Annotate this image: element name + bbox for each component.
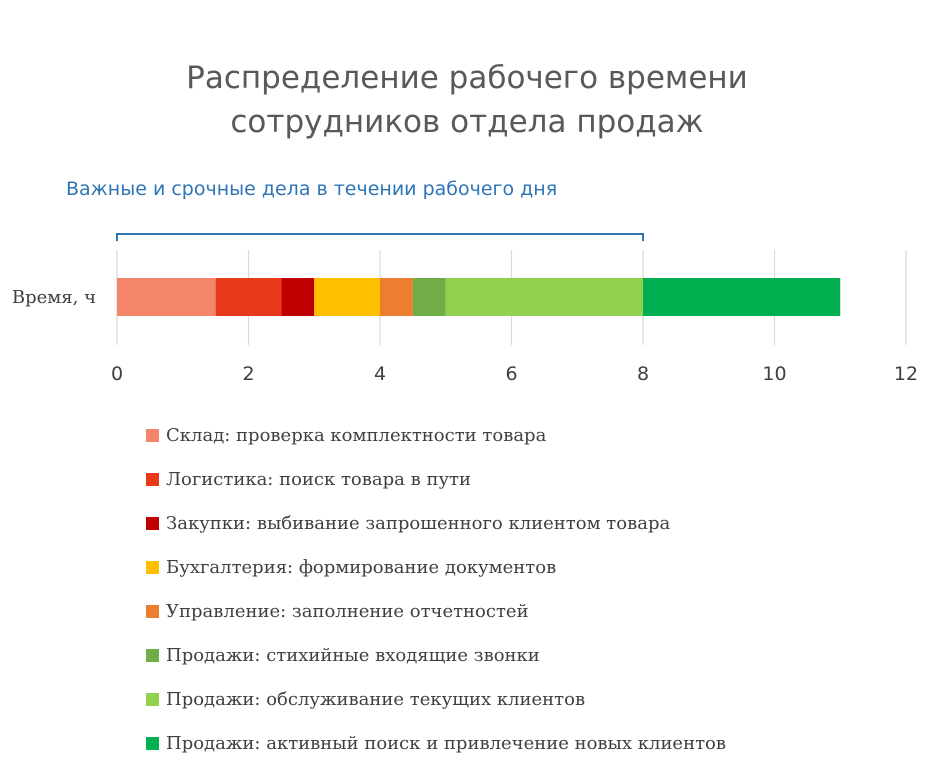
x-tick-label: 4	[374, 363, 386, 385]
bar-segment-4	[314, 278, 380, 316]
legend-item: Логистика: поиск товара в пути	[146, 468, 726, 490]
bar-segment-6	[412, 278, 446, 316]
x-tick-label: 12	[894, 363, 918, 385]
annotation-label: Важные и срочные дела в течении рабочего…	[66, 178, 558, 200]
bar-segment-7	[445, 278, 643, 316]
legend-label: Бухгалтерия: формирование документов	[166, 556, 557, 578]
legend-item: Продажи: активный поиск и привлечение но…	[146, 732, 726, 754]
legend-label: Продажи: стихийные входящие звонки	[166, 644, 540, 666]
legend-swatch	[146, 560, 159, 574]
legend-item: Бухгалтерия: формирование документов	[146, 556, 726, 578]
chart-title-line-2: сотрудников отдела продаж	[230, 104, 704, 140]
legend-swatch	[146, 428, 159, 442]
annotation-bracket	[116, 233, 644, 241]
legend-label: Закупки: выбивание запрошенного клиентом…	[166, 512, 671, 534]
chart-title: Распределение рабочего времени сотрудник…	[0, 56, 934, 144]
x-tick-label: 8	[637, 363, 649, 385]
bar-segment-2	[215, 278, 282, 316]
legend-swatch	[146, 516, 159, 530]
legend-item: Склад: проверка комплектности товара	[146, 424, 726, 446]
legend-item: Управление: заполнение отчетностей	[146, 600, 726, 622]
x-tick-label: 10	[762, 363, 786, 385]
bar-segment-8	[643, 278, 841, 316]
legend-swatch	[146, 604, 159, 618]
chart-title-line-1: Распределение рабочего времени	[186, 60, 748, 96]
bar-segment-3	[281, 278, 315, 316]
bar-segment-1	[117, 278, 216, 316]
x-tick-label: 2	[242, 363, 254, 385]
x-tick-label: 0	[111, 363, 123, 385]
legend-swatch	[146, 692, 159, 706]
legend-swatch	[146, 736, 159, 750]
legend-label: Логистика: поиск товара в пути	[166, 468, 472, 490]
legend-label: Продажи: активный поиск и привлечение но…	[166, 732, 727, 754]
legend-label: Продажи: обслуживание текущих клиентов	[166, 688, 586, 710]
legend-item: Продажи: обслуживание текущих клиентов	[146, 688, 726, 710]
legend-swatch	[146, 648, 159, 662]
y-category-label: Время, ч	[12, 287, 96, 308]
legend-swatch	[146, 472, 159, 486]
legend-item: Продажи: стихийные входящие звонки	[146, 644, 726, 666]
x-tick-label: 6	[505, 363, 517, 385]
legend: Склад: проверка комплектности товара Логи…	[146, 424, 726, 776]
legend-item: Закупки: выбивание запрошенного клиентом…	[146, 512, 726, 534]
bar-segment-5	[380, 278, 413, 316]
legend-label: Склад: проверка комплектности товара	[166, 424, 547, 446]
plot-area: 0 2 4 6 8 10 12 Время, ч	[12, 233, 918, 385]
legend-label: Управление: заполнение отчетностей	[166, 600, 529, 622]
